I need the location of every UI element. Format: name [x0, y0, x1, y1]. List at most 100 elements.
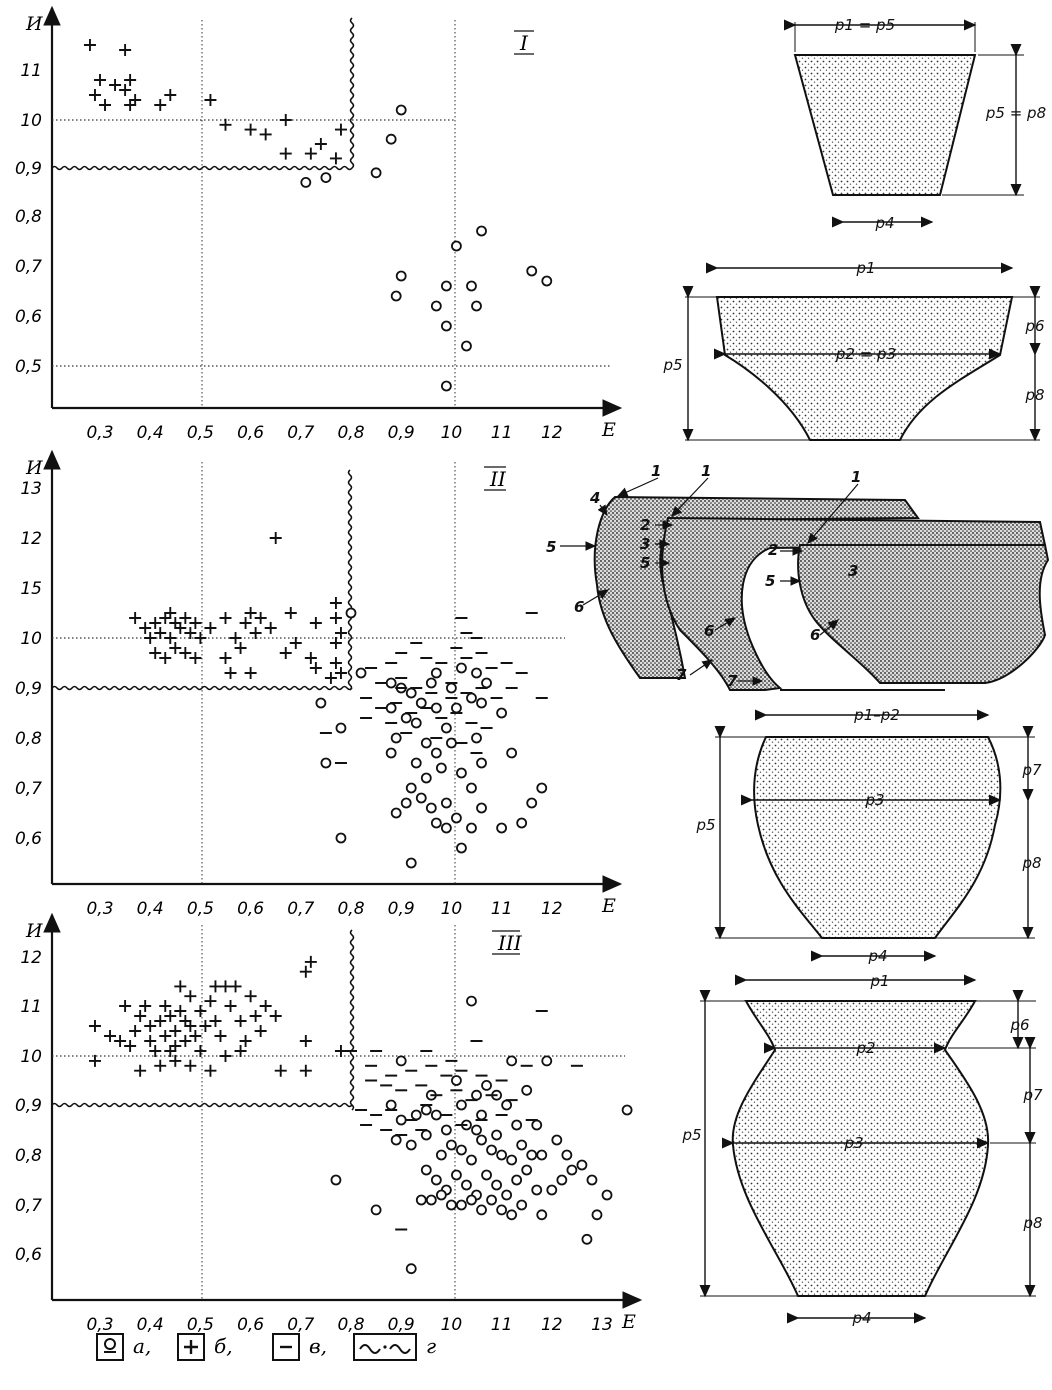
legend-wave-marker: [359, 1344, 381, 1354]
data-point-plus: [164, 1045, 177, 1057]
data-point-plus: [174, 622, 187, 634]
data-point-circle: [486, 1144, 497, 1156]
data-point-circle: [445, 737, 457, 749]
data-point-circle: [390, 807, 402, 819]
data-point-circle: [581, 1233, 593, 1245]
data-point-plus: [169, 1040, 182, 1052]
y-tick-label: 12: [20, 948, 42, 968]
data-point-circle: [300, 176, 312, 188]
data-point-plus: [154, 99, 167, 111]
x-axis-title: E: [621, 1311, 636, 1333]
data-point-plus: [119, 84, 132, 96]
data-point-plus: [88, 1054, 101, 1067]
data-point-circle: [481, 1169, 492, 1181]
data-point-circle: [410, 1109, 422, 1121]
data-point-circle: [476, 225, 487, 237]
data-point-circle: [390, 1134, 402, 1146]
data-point-circle: [471, 1124, 482, 1136]
x-tick-label: 0,8: [337, 899, 364, 919]
data-point-circle: [445, 682, 457, 694]
x-axis-title: E: [601, 419, 616, 441]
legend-item-dash: в,: [272, 1333, 327, 1361]
vessel-5-right-1-label: p6: [1009, 1016, 1029, 1034]
data-point-circle: [430, 747, 442, 759]
data-point-plus: [254, 612, 267, 624]
callout-label: 5: [765, 572, 775, 590]
data-point-circle: [491, 1129, 502, 1141]
data-point-plus: [154, 1059, 167, 1072]
data-point-plus: [149, 1045, 162, 1057]
data-point-circle: [451, 702, 462, 714]
y-tick-label: 10: [20, 111, 42, 131]
data-point-circle: [405, 687, 417, 699]
data-point-circle: [435, 1189, 447, 1201]
x-tick-label: 10: [441, 423, 463, 443]
data-point-plus: [289, 637, 302, 649]
data-point-plus: [129, 612, 142, 624]
data-point-circle: [516, 817, 528, 829]
data-point-circle: [440, 380, 452, 392]
x-tick-label: 0,9: [388, 899, 415, 919]
legend-item-wave: г: [353, 1333, 436, 1361]
data-point-circle: [440, 280, 452, 292]
x-tick-label: 10: [441, 899, 463, 919]
data-point-plus: [144, 1035, 157, 1047]
data-point-circle: [335, 722, 347, 734]
data-point-circle: [395, 1114, 407, 1126]
data-point-plus: [239, 1035, 252, 1047]
data-point-plus: [169, 1054, 182, 1067]
x-tick-label: 0,9: [388, 423, 415, 443]
data-point-circle: [566, 1164, 578, 1176]
data-point-circle: [506, 1055, 518, 1067]
vessel-2-top-label: p1: [855, 259, 875, 277]
vessel-1-right-label: p5 = p8: [985, 104, 1046, 122]
data-point-circle: [415, 1194, 427, 1206]
panel-label: II: [489, 467, 507, 491]
data-point-circle: [471, 667, 482, 679]
data-point-circle: [536, 1149, 548, 1161]
data-point-plus: [329, 657, 342, 669]
vessel-5-middle-label: p3: [843, 1134, 863, 1152]
data-point-circle: [601, 1189, 613, 1201]
data-point-circle: [405, 1263, 417, 1275]
scatter-panel-2: И E II 0,3 0,4 0,5 0,6 0,7 0,8 0,9 10 11 12 13 12 15 10 0…: [15, 449, 623, 919]
data-point-plus: [114, 1035, 127, 1047]
data-point-circle: [451, 1169, 462, 1181]
data-point-plus: [214, 1030, 227, 1042]
data-point-plus: [244, 123, 257, 136]
data-point-plus: [169, 1025, 182, 1037]
data-point-plus: [119, 1000, 132, 1012]
x-tick-label: 11: [491, 899, 513, 919]
data-point-circle: [445, 1139, 457, 1151]
data-point-circle: [556, 1174, 568, 1186]
x-tick-label: 0,6: [237, 899, 264, 919]
boundary-wave-line: [51, 1102, 353, 1108]
data-point-plus: [304, 147, 317, 160]
data-point-plus: [204, 622, 217, 634]
data-point-circle: [621, 1104, 633, 1116]
data-point-circle: [430, 667, 442, 679]
callout-label: 5: [546, 538, 556, 556]
vessel-2-right-top-label: p6: [1024, 317, 1044, 335]
data-point-circle: [395, 270, 407, 282]
data-point-plus: [229, 980, 242, 993]
data-point-circle: [405, 782, 417, 794]
data-point-circle: [430, 702, 442, 714]
data-point-circle: [541, 1055, 553, 1067]
data-point-circle: [496, 822, 508, 834]
data-point-plus: [149, 617, 162, 629]
boundary-wave-line: [349, 17, 355, 169]
panel-label: III: [497, 931, 523, 955]
data-point-plus: [159, 612, 172, 624]
data-point-plus: [179, 1015, 192, 1027]
vessel-2-right-bottom-label: p8: [1024, 386, 1044, 404]
data-point-circle: [440, 1124, 452, 1136]
data-point-plus: [224, 667, 237, 679]
data-point-circle: [476, 802, 487, 814]
data-point-circle: [456, 767, 467, 779]
data-point-plus: [134, 1064, 147, 1077]
legend-label: в,: [309, 1334, 327, 1358]
data-point-circle: [471, 300, 482, 312]
data-point-plus: [304, 652, 317, 664]
data-point-plus: [234, 1015, 247, 1027]
